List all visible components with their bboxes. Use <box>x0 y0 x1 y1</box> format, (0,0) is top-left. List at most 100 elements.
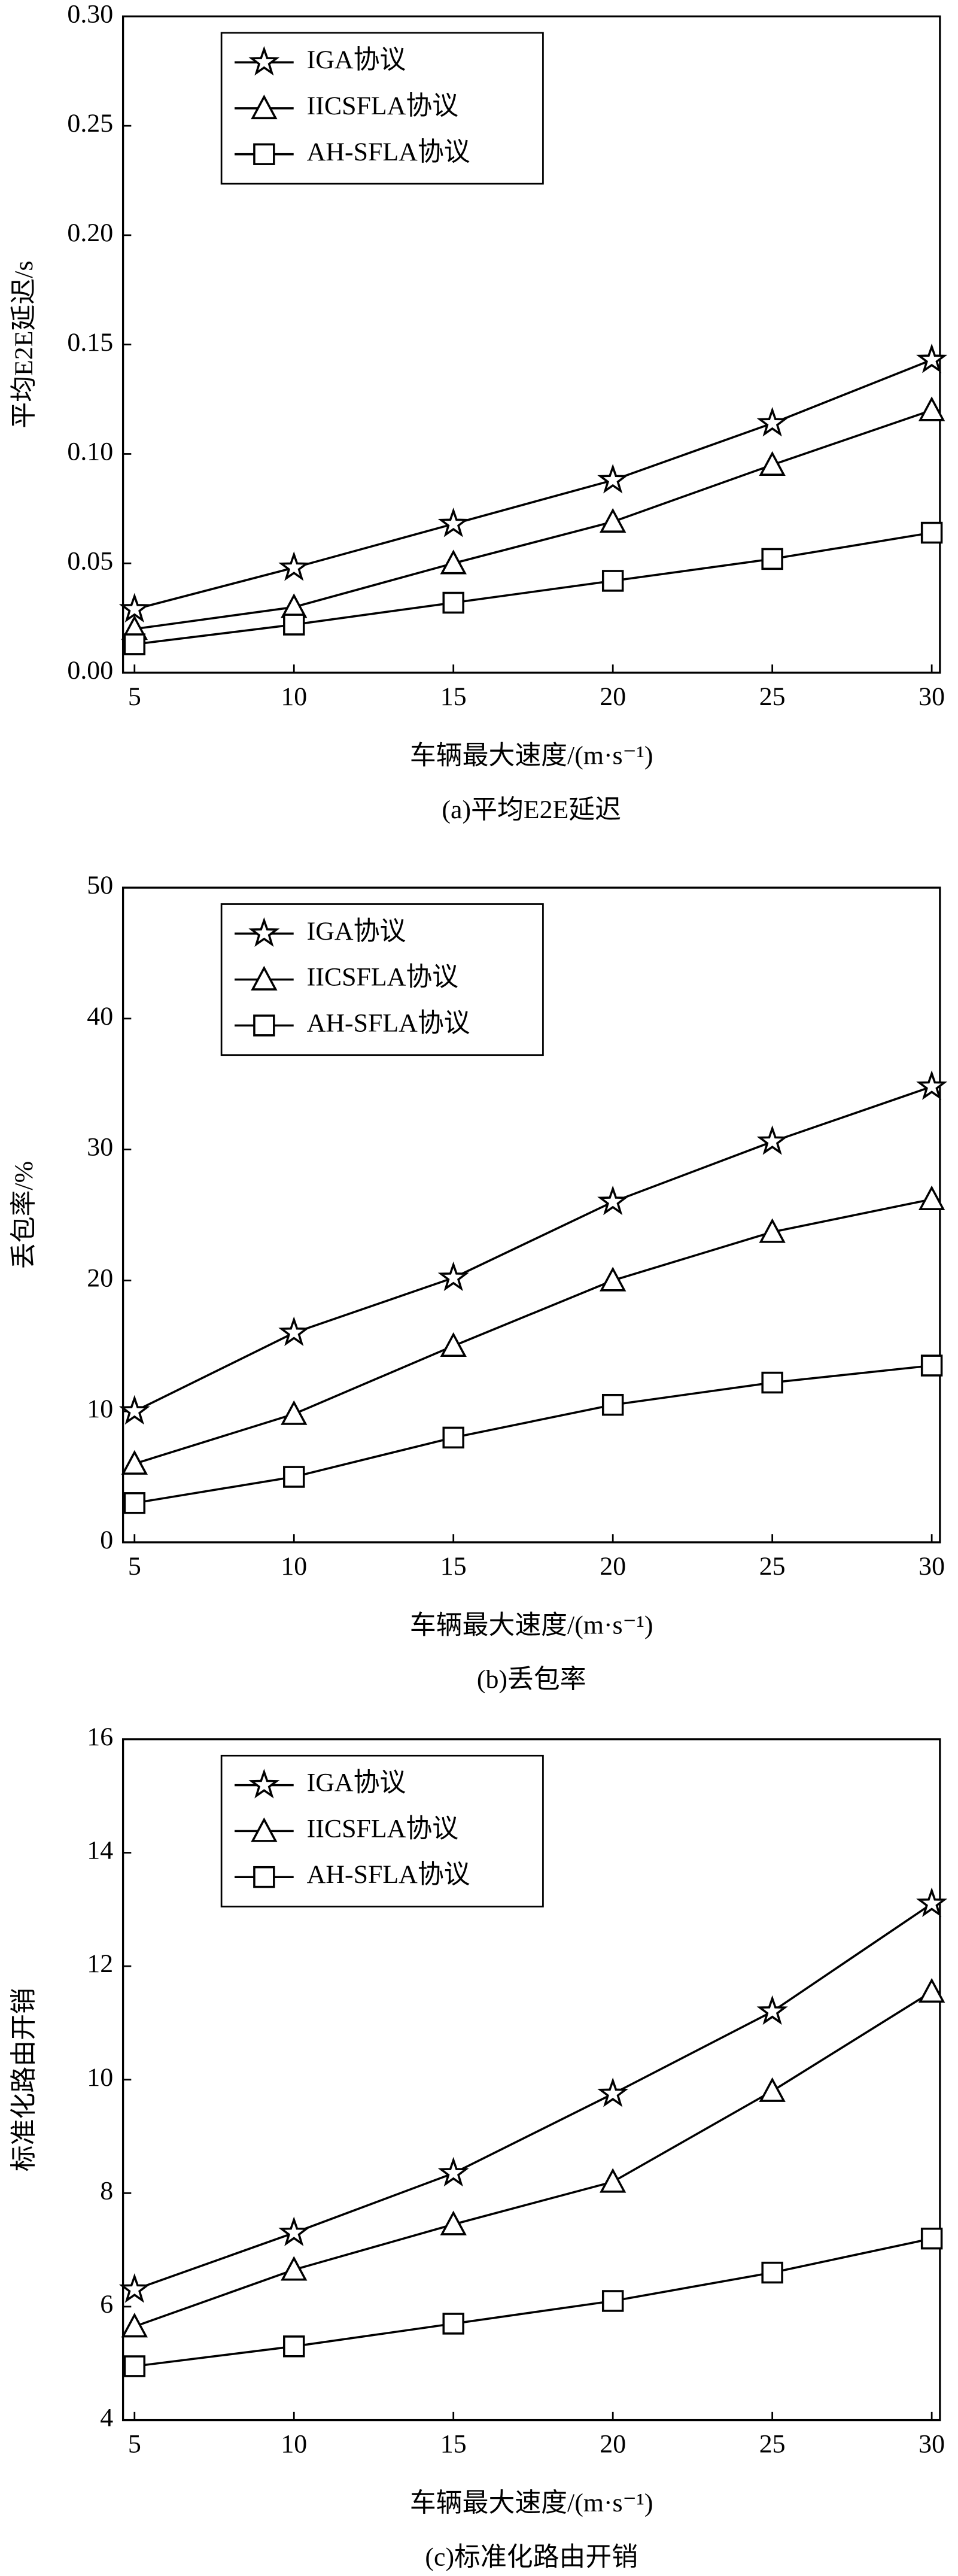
point-marker <box>440 1332 467 1357</box>
y-tick-label: 40 <box>87 1002 113 1031</box>
series-line <box>134 1903 933 2291</box>
x-axis-label: 车辆最大速度/(m·s⁻¹) <box>410 742 653 770</box>
point-marker <box>597 2077 629 2107</box>
legend-label: IGA协议 <box>307 917 406 946</box>
series-line <box>134 1991 933 2328</box>
series-line <box>134 531 932 646</box>
legend-marker <box>253 1866 275 1888</box>
legend-marker <box>248 1769 280 1799</box>
legend-marker <box>251 965 278 991</box>
y-tick-label: 0.15 <box>67 328 113 357</box>
x-tick-label: 20 <box>600 682 626 711</box>
point-marker <box>440 549 467 575</box>
x-tick-label: 10 <box>281 2429 307 2458</box>
point-marker <box>759 2077 786 2102</box>
y-tick-label: 4 <box>100 2404 113 2432</box>
x-axis-label: 车辆最大速度/(m·s⁻¹) <box>410 2489 653 2517</box>
y-tick-label: 10 <box>87 2063 113 2092</box>
point-marker <box>440 2210 467 2235</box>
point-marker <box>278 1316 310 1347</box>
y-tick-label: 14 <box>87 1836 113 1865</box>
point-marker <box>283 2335 305 2358</box>
x-tick-label: 30 <box>919 682 945 711</box>
series-line <box>134 1198 932 1465</box>
x-tick-label: 10 <box>281 682 307 711</box>
x-tick-label: 25 <box>759 2429 786 2458</box>
point-marker <box>118 593 150 623</box>
legend-marker <box>253 143 275 165</box>
point-marker <box>916 343 948 373</box>
y-axis-label: 标准化路由开销 <box>10 1988 38 2171</box>
legend-label: IICSFLA协议 <box>307 92 458 120</box>
point-marker <box>756 406 788 437</box>
x-tick-label: 25 <box>759 1552 786 1581</box>
point-marker <box>600 508 626 533</box>
legend-label: AH-SFLA协议 <box>307 1860 470 1889</box>
point-marker <box>600 2168 626 2193</box>
point-marker <box>916 1887 948 1917</box>
y-tick-label: 50 <box>87 871 113 900</box>
legend-marker <box>251 1817 278 1842</box>
point-marker <box>761 2261 783 2284</box>
x-tick-label: 5 <box>128 682 141 711</box>
y-tick-label: 12 <box>87 1949 113 1978</box>
point-marker <box>601 570 624 592</box>
point-marker <box>916 1070 948 1100</box>
point-marker <box>437 508 469 537</box>
point-marker <box>281 2256 308 2281</box>
y-tick-label: 6 <box>100 2290 113 2319</box>
point-marker <box>437 1261 469 1292</box>
point-marker <box>761 1371 783 1394</box>
chart-caption: (b)丢包率 <box>477 1664 586 1694</box>
legend-label: AH-SFLA协议 <box>307 1008 470 1037</box>
x-tick-label: 20 <box>600 2429 626 2458</box>
y-axis-label: 丢包率/% <box>9 1161 38 1269</box>
y-tick-label: 0.30 <box>67 0 113 28</box>
point-marker <box>601 2290 624 2312</box>
y-tick-label: 10 <box>87 1395 113 1423</box>
point-marker <box>601 1393 624 1416</box>
point-marker <box>278 551 310 581</box>
series-line <box>134 359 932 610</box>
point-marker <box>118 1395 150 1425</box>
x-tick-label: 10 <box>281 1552 307 1581</box>
x-tick-label: 25 <box>759 682 786 711</box>
point-marker <box>918 1185 945 1210</box>
y-tick-label: 8 <box>100 2176 113 2205</box>
point-marker <box>918 396 945 421</box>
point-marker <box>597 1185 629 1216</box>
point-marker <box>283 1466 305 1488</box>
point-marker <box>759 451 786 476</box>
series-line <box>134 2237 932 2368</box>
point-marker <box>278 2216 310 2246</box>
point-marker <box>920 521 943 544</box>
x-tick-label: 5 <box>128 1552 141 1581</box>
point-marker <box>437 2156 469 2187</box>
legend-label: IICSFLA协议 <box>307 1814 458 1843</box>
y-tick-label: 30 <box>87 1133 113 1162</box>
point-marker <box>761 548 783 570</box>
series-line <box>134 1085 932 1412</box>
legend-marker <box>251 94 278 120</box>
y-tick-label: 0.00 <box>67 656 113 685</box>
x-tick-label: 15 <box>440 1552 467 1581</box>
point-marker <box>281 1400 308 1425</box>
point-marker <box>600 1266 626 1292</box>
y-tick-label: 0.25 <box>67 109 113 138</box>
point-marker <box>920 1354 943 1377</box>
point-marker <box>283 613 305 636</box>
x-tick-label: 20 <box>600 1552 626 1581</box>
legend-label: IGA协议 <box>307 1769 406 1797</box>
point-marker <box>759 1218 786 1243</box>
point-marker <box>121 2313 148 2338</box>
x-axis-label: 车辆最大速度/(m·s⁻¹) <box>410 1611 653 1640</box>
y-tick-label: 0 <box>100 1526 113 1554</box>
x-tick-label: 30 <box>919 1552 945 1581</box>
point-marker <box>442 2313 464 2335</box>
plot-frame <box>121 886 941 1544</box>
y-axis-label: 平均E2E延迟/s <box>10 261 38 429</box>
point-marker <box>920 2227 943 2250</box>
point-marker <box>123 2355 146 2377</box>
y-tick-label: 0.05 <box>67 546 113 575</box>
